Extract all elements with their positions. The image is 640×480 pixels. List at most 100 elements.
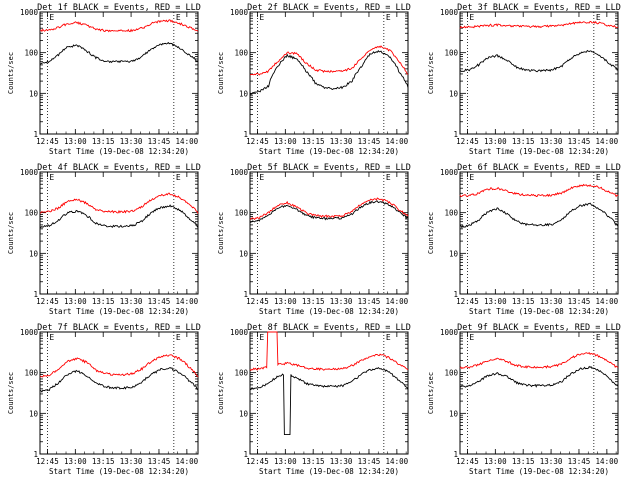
y-axis-label: Counts/sec <box>217 212 225 254</box>
x-tick-label: 12:45 <box>36 297 59 306</box>
x-tick-label: 13:30 <box>120 297 143 306</box>
x-axis-label: Start Time (19-Dec-08 12:34:20) <box>259 147 399 156</box>
chart-title: Det 7f BLACK = Events, RED = LLD <box>37 323 201 333</box>
x-tick-label: 13:15 <box>512 297 535 306</box>
chart-panel-4: Det 4f BLACK = Events, RED = LLD Counts/s… <box>7 163 201 316</box>
y-tick-label: 1000 <box>20 8 39 17</box>
x-tick-label: 13:30 <box>330 137 353 146</box>
events-series-line <box>249 200 409 223</box>
x-tick-label: 13:00 <box>484 297 507 306</box>
x-tick-label: 13:45 <box>148 457 171 466</box>
y-tick-label: 1000 <box>230 328 249 337</box>
x-tick-label: 12:45 <box>246 137 269 146</box>
chart-title: Det 9f BLACK = Events, RED = LLD <box>457 323 621 333</box>
x-tick-label: 12:45 <box>36 137 59 146</box>
chart-panel-7: Det 7f BLACK = Events, RED = LLD Counts/s… <box>7 323 201 476</box>
y-tick-label: 100 <box>444 369 458 378</box>
chart-panel-2: Det 2f BLACK = Events, RED = LLD Counts/s… <box>217 3 411 156</box>
y-tick-label: 10 <box>449 249 459 258</box>
y-tick-label: 100 <box>234 49 248 58</box>
x-tick-label: 13:45 <box>568 457 591 466</box>
y-tick-label: 1000 <box>440 8 459 17</box>
chart-panel-6: Det 6f BLACK = Events, RED = LLD Counts/s… <box>427 163 621 316</box>
x-tick-label: 14:00 <box>386 457 409 466</box>
events-series-line <box>249 50 409 95</box>
y-tick-label: 1 <box>453 450 458 459</box>
chart-title: Det 5f BLACK = Events, RED = LLD <box>247 163 411 173</box>
y-tick-label: 100 <box>234 209 248 218</box>
x-tick-label: 14:00 <box>386 297 409 306</box>
event-marker-label: E <box>386 333 391 342</box>
x-axis-label: Start Time (19-Dec-08 12:34:20) <box>469 307 609 316</box>
lld-series-line <box>39 19 199 33</box>
x-tick-label: 13:00 <box>274 137 297 146</box>
plot-frame <box>459 331 619 455</box>
lld-series-line <box>249 197 409 221</box>
y-tick-label: 1000 <box>230 168 249 177</box>
x-tick-label: 13:30 <box>120 137 143 146</box>
y-axis-label: Counts/sec <box>217 52 225 94</box>
y-axis-label: Counts/sec <box>427 52 435 94</box>
x-tick-label: 13:30 <box>330 297 353 306</box>
y-axis-label: Counts/sec <box>427 212 435 254</box>
lld-series-line <box>249 331 409 372</box>
x-tick-label: 13:30 <box>540 457 563 466</box>
lld-series-line <box>459 20 619 29</box>
x-axis-label: Start Time (19-Dec-08 12:34:20) <box>259 307 399 316</box>
x-tick-label: 13:15 <box>302 137 325 146</box>
x-axis-label: Start Time (19-Dec-08 12:34:20) <box>49 467 189 476</box>
y-tick-label: 1 <box>243 290 248 299</box>
x-tick-label: 13:15 <box>92 457 115 466</box>
lld-series-line <box>459 183 619 198</box>
y-tick-label: 10 <box>239 249 249 258</box>
y-tick-label: 1 <box>453 130 458 139</box>
x-tick-label: 12:45 <box>456 457 479 466</box>
x-tick-label: 13:15 <box>302 457 325 466</box>
events-series-line <box>39 366 199 393</box>
event-marker-label: E <box>259 13 264 22</box>
event-marker-label: E <box>49 173 54 182</box>
x-axis-label: Start Time (19-Dec-08 12:34:20) <box>49 307 189 316</box>
x-tick-label: 13:30 <box>330 457 353 466</box>
x-tick-label: 12:45 <box>456 137 479 146</box>
x-tick-label: 14:00 <box>596 457 619 466</box>
x-tick-label: 14:00 <box>596 137 619 146</box>
x-tick-label: 14:00 <box>176 457 199 466</box>
chart-panel-5: Det 5f BLACK = Events, RED = LLD Counts/s… <box>217 163 411 316</box>
lld-series-line <box>459 352 619 370</box>
y-tick-label: 100 <box>24 209 38 218</box>
y-axis-label: Counts/sec <box>7 212 15 254</box>
x-tick-label: 12:45 <box>246 457 269 466</box>
event-marker-label: E <box>469 333 474 342</box>
y-tick-label: 100 <box>444 49 458 58</box>
event-marker-label: E <box>596 333 601 342</box>
chart-panel-9: Det 9f BLACK = Events, RED = LLD Counts/s… <box>427 323 621 476</box>
y-axis-label: Counts/sec <box>217 372 225 414</box>
events-series-line <box>39 41 199 65</box>
event-marker-label: E <box>176 333 181 342</box>
x-tick-label: 13:45 <box>568 297 591 306</box>
chart-title: Det 4f BLACK = Events, RED = LLD <box>37 163 201 173</box>
plot-frame <box>39 11 199 135</box>
y-tick-label: 1 <box>243 450 248 459</box>
x-tick-label: 13:30 <box>120 457 143 466</box>
x-tick-label: 14:00 <box>176 297 199 306</box>
plot-frame <box>249 171 409 295</box>
y-tick-label: 1000 <box>20 168 39 177</box>
y-tick-label: 100 <box>234 369 248 378</box>
chart-panel-1: Det 1f BLACK = Events, RED = LLD Counts/s… <box>7 3 201 156</box>
event-marker-label: E <box>176 13 181 22</box>
x-tick-label: 13:00 <box>484 137 507 146</box>
event-marker-label: E <box>469 13 474 22</box>
y-tick-label: 10 <box>29 409 39 418</box>
y-tick-label: 1000 <box>440 328 459 337</box>
x-tick-label: 13:00 <box>274 457 297 466</box>
chart-title: Det 8f BLACK = Events, RED = LLD <box>247 323 411 333</box>
plot-frame <box>249 331 409 455</box>
y-axis-label: Counts/sec <box>427 372 435 414</box>
y-tick-label: 10 <box>29 89 39 98</box>
event-marker-label: E <box>386 173 391 182</box>
lld-series-line <box>39 354 199 378</box>
chart-title: Det 1f BLACK = Events, RED = LLD <box>37 3 201 13</box>
lld-series-line <box>39 192 199 214</box>
